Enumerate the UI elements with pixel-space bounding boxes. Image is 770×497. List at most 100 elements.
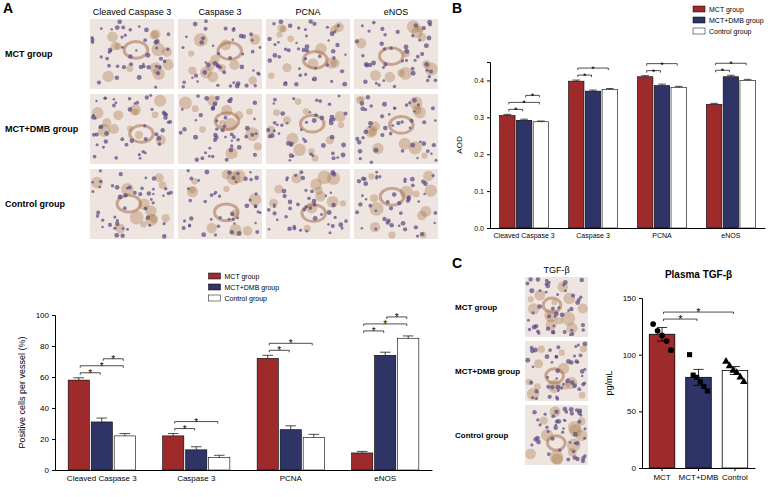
micrograph	[178, 19, 262, 89]
nucleus	[358, 202, 362, 206]
nucleus	[360, 106, 365, 111]
y-tick-label: 20	[40, 435, 49, 444]
nucleus	[569, 441, 572, 444]
nucleus	[433, 211, 437, 215]
stain-spot	[266, 126, 275, 135]
nucleus	[555, 396, 559, 400]
nucleus	[583, 427, 586, 430]
nucleus	[267, 37, 271, 41]
nucleus	[411, 183, 415, 187]
nucleus	[100, 55, 103, 58]
y-tick-mark	[52, 377, 55, 378]
nucleus	[138, 153, 141, 156]
nucleus	[302, 48, 306, 52]
nucleus	[297, 26, 300, 29]
nucleus	[212, 45, 214, 47]
nucleus	[91, 40, 95, 44]
stain-spot	[399, 67, 412, 80]
nucleus	[112, 104, 116, 108]
nucleus	[249, 198, 252, 201]
nucleus	[241, 52, 244, 55]
x-tick-label: Caspase 3	[576, 232, 610, 240]
nucleus	[215, 96, 220, 101]
row-label: MCT group	[455, 303, 497, 312]
y-tick-mark	[487, 191, 490, 192]
nucleus	[327, 210, 332, 215]
nucleus	[230, 230, 235, 235]
nucleus	[232, 135, 236, 139]
bar	[257, 358, 278, 470]
significance-label: *	[514, 105, 518, 115]
nucleus	[99, 126, 101, 128]
bar	[654, 86, 669, 228]
nucleus	[244, 135, 248, 139]
micrograph	[266, 19, 350, 89]
stain-spot	[370, 194, 378, 202]
nucleus	[105, 57, 109, 61]
nucleus	[215, 119, 218, 122]
bar	[585, 91, 600, 228]
nucleus	[417, 200, 420, 203]
nucleus	[120, 234, 124, 238]
significance-label: *	[100, 361, 104, 372]
nucleus	[147, 191, 151, 195]
chart: 050100150pg/mLMCTMCT+DMBControlPlasma TG…	[604, 269, 756, 482]
nucleus	[159, 57, 163, 61]
nucleus	[561, 430, 564, 433]
x-tick: Cleaved Caspase 3	[494, 228, 555, 240]
error-bar	[727, 75, 735, 76]
stain-spot	[550, 450, 564, 464]
nucleus	[383, 126, 388, 131]
nucleus	[560, 312, 565, 317]
y-tick-label: 0	[45, 466, 50, 475]
bar	[637, 77, 652, 228]
nucleus	[554, 315, 557, 318]
row-label: MCT group	[5, 49, 53, 59]
nucleus	[388, 113, 391, 116]
micrograph-background	[90, 94, 174, 164]
nucleus	[416, 157, 418, 159]
data-point	[687, 352, 692, 357]
nucleus	[278, 19, 283, 24]
y-axis: 020406080100	[36, 311, 56, 475]
x-tick-label: Control	[722, 473, 748, 482]
nucleus	[544, 413, 547, 416]
nucleus	[253, 153, 257, 157]
nucleus	[318, 99, 322, 103]
nucleus	[576, 361, 579, 364]
nucleus	[149, 94, 152, 97]
nucleus	[140, 187, 144, 191]
nucleus	[155, 65, 158, 68]
nucleus	[355, 210, 359, 214]
nucleus	[162, 234, 167, 239]
nucleus	[253, 118, 256, 121]
error-bar	[675, 86, 683, 87]
nucleus	[341, 152, 346, 157]
nucleus	[224, 116, 228, 120]
column-header: Caspase 3	[198, 7, 241, 17]
bar	[516, 120, 531, 228]
significance-label: *	[194, 417, 198, 428]
nucleus	[297, 47, 300, 50]
micrograph	[525, 405, 588, 465]
nucleus	[342, 82, 347, 87]
stain-spot	[293, 143, 306, 156]
nucleus	[545, 426, 548, 429]
nucleus	[124, 34, 127, 37]
nucleus	[252, 69, 255, 72]
nucleus	[413, 110, 415, 112]
error-bar	[572, 80, 580, 81]
nucleus	[251, 50, 255, 54]
nucleus	[536, 418, 539, 421]
nucleus	[396, 121, 400, 125]
nucleus	[416, 234, 419, 237]
nucleus	[118, 194, 123, 199]
nucleus	[167, 32, 171, 36]
nucleus	[104, 131, 109, 136]
bar	[602, 90, 617, 228]
nucleus	[530, 443, 533, 446]
nucleus	[539, 289, 542, 292]
nucleus	[582, 341, 587, 346]
nucleus	[320, 213, 323, 216]
image-grid: TGF-βMCT groupMCT+DMB groupControl group	[455, 265, 588, 465]
